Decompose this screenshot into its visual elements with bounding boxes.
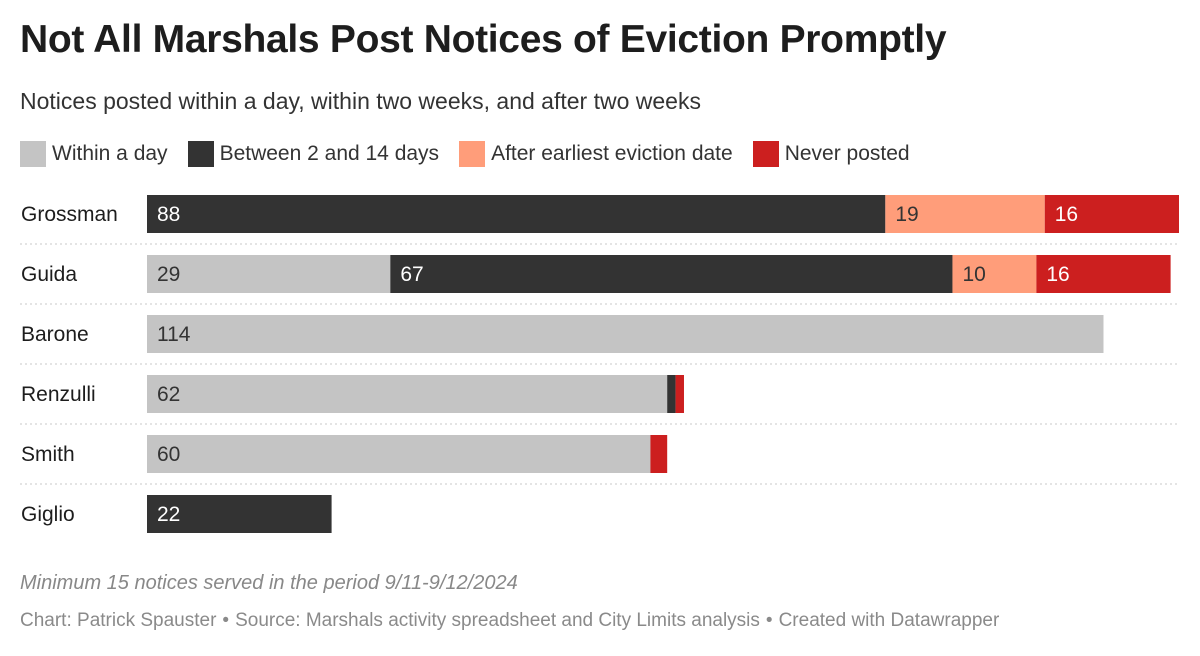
category-label-giglio: Giglio <box>21 503 75 526</box>
bar-grossman-between-2-and-14-days <box>147 195 886 233</box>
value-label-renzulli-within-a-day: 62 <box>157 383 180 406</box>
value-label-guida-between-2-and-14-days: 67 <box>400 263 423 286</box>
value-label-grossman-between-2-and-14-days: 88 <box>157 203 180 226</box>
footer-created-with[interactable]: Created with Datawrapper <box>778 610 1000 631</box>
bar-guida-between-2-and-14-days <box>390 255 953 293</box>
bar-barone-within-a-day <box>147 315 1104 353</box>
chart-note: Minimum 15 notices served in the period … <box>20 572 518 594</box>
footer-separator: • <box>222 610 230 631</box>
category-label-guida: Guida <box>21 263 77 286</box>
value-label-smith-within-a-day: 60 <box>157 443 180 466</box>
chart-legend: Within a day Between 2 and 14 days After… <box>20 141 930 167</box>
bar-grossman-after-earliest-eviction-date <box>885 195 1045 233</box>
legend-item-between-2-and-14-days: Between 2 and 14 days <box>187 141 440 167</box>
value-label-grossman-never-posted: 16 <box>1055 203 1078 226</box>
category-label-grossman: Grossman <box>21 203 118 226</box>
bar-renzulli-between-2-and-14-days <box>667 375 676 413</box>
chart-footer: Chart: Patrick Spauster • Source: Marshals… <box>20 610 999 632</box>
bar-giglio-between-2-and-14-days <box>147 495 332 533</box>
bar-guida-within-a-day <box>147 255 391 293</box>
value-label-giglio-between-2-and-14-days: 22 <box>157 503 180 526</box>
value-label-grossman-after-earliest-eviction-date: 19 <box>895 203 918 226</box>
legend-swatch-after-earliest-eviction-date <box>459 141 486 167</box>
legend-label-never-posted: Never posted <box>784 142 910 165</box>
legend-item-within-a-day: Within a day <box>20 141 168 167</box>
legend-label-within-a-day: Within a day <box>52 142 168 165</box>
chart-subtitle: Notices posted within a day, within two … <box>20 88 701 114</box>
legend-label-between-2-and-14-days: Between 2 and 14 days <box>219 142 440 165</box>
bar-guida-never-posted <box>1036 255 1171 293</box>
category-label-renzulli: Renzulli <box>21 383 96 406</box>
legend-swatch-within-a-day <box>20 141 46 167</box>
bar-renzulli-within-a-day <box>147 375 668 413</box>
category-label-smith: Smith <box>21 443 75 466</box>
legend-swatch-never-posted <box>752 141 779 167</box>
legend-item-never-posted: Never posted <box>752 141 910 167</box>
bar-smith-within-a-day <box>147 435 651 473</box>
stacked-bar-chart: Grossman 88 19 16 Guida 29 67 10 16 Barone 114 Renz… <box>20 195 1180 533</box>
footer-credit: Chart: Patrick Spauster <box>20 610 217 631</box>
bar-smith-never-posted <box>650 435 668 473</box>
bar-grossman-never-posted <box>1044 195 1179 233</box>
value-label-guida-within-a-day: 29 <box>157 263 180 286</box>
footer-separator: • <box>765 610 773 631</box>
bar-renzulli-never-posted <box>675 375 684 413</box>
bar-guida-after-earliest-eviction-date <box>952 255 1037 293</box>
legend-swatch-between-2-and-14-days <box>187 141 214 167</box>
value-label-barone-within-a-day: 114 <box>157 323 191 346</box>
legend-label-after-earliest-eviction-date: After earliest eviction date <box>491 142 733 165</box>
category-label-barone: Barone <box>21 323 89 346</box>
footer-source: Source: Marshals activity spreadsheet an… <box>235 610 760 631</box>
value-label-guida-after-earliest-eviction-date: 10 <box>962 263 985 286</box>
value-label-guida-never-posted: 16 <box>1046 263 1069 286</box>
legend-item-after-earliest-eviction-date: After earliest eviction date <box>459 141 733 167</box>
chart-title: Not All Marshals Post Notices of Evictio… <box>20 18 947 61</box>
